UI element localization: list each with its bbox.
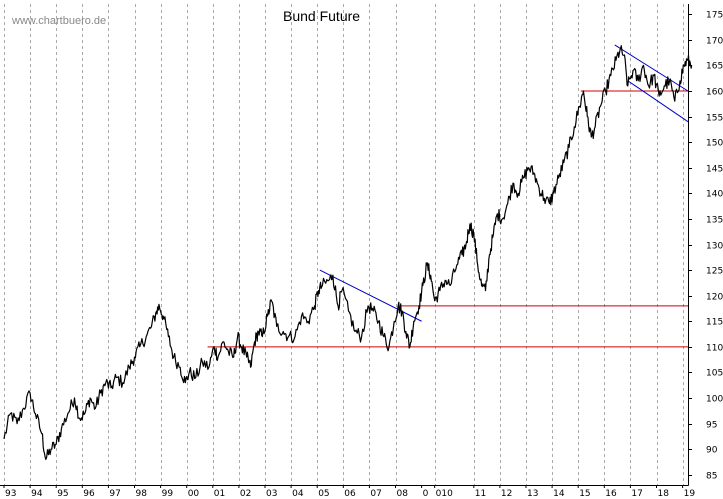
y-tick-label-85: 85 bbox=[706, 472, 717, 482]
x-tick-label-1: 94 bbox=[31, 489, 43, 499]
x-tick-label-23: 16 bbox=[605, 489, 617, 499]
annotation-lines bbox=[207, 44, 689, 348]
x-axis: 93 94 95 96 97 98 99 00 01 02 03 04 05 06 07 08 0 010 11 12… bbox=[3, 485, 696, 499]
y-tick-label-110: 110 bbox=[706, 344, 723, 354]
y-axis: 85 90 95 100 105 110 115 120 125 130 135 140 145 150 1… bbox=[688, 11, 723, 482]
x-tick-label-25: 18 bbox=[658, 489, 670, 499]
y-tick-label-105: 105 bbox=[706, 369, 723, 379]
x-tick-label-9: 02 bbox=[240, 489, 251, 499]
x-tick-label-13: 06 bbox=[344, 489, 356, 499]
y-tick-label-145: 145 bbox=[706, 165, 723, 175]
vertical-gridlines bbox=[4, 4, 684, 485]
x-tick-label-19: 12 bbox=[501, 489, 512, 499]
x-tick-label-20: 13 bbox=[527, 489, 538, 499]
x-tick-label-11: 04 bbox=[292, 489, 304, 499]
x-tick-label-24: 17 bbox=[631, 489, 642, 499]
x-tick-label-6: 99 bbox=[162, 489, 174, 499]
trend-line-4 bbox=[614, 44, 689, 92]
x-tick-label-5: 98 bbox=[136, 489, 148, 499]
y-tick-label-135: 135 bbox=[706, 216, 723, 226]
x-tick-label-7: 00 bbox=[188, 489, 200, 499]
y-tick-label-175: 175 bbox=[706, 11, 723, 21]
y-tick-label-165: 165 bbox=[706, 62, 723, 72]
x-tick-label-21: 14 bbox=[553, 489, 565, 499]
y-tick-label-170: 170 bbox=[706, 37, 723, 47]
x-tick-label-8: 01 bbox=[214, 489, 225, 499]
x-tick-label-26: 19 bbox=[684, 489, 696, 499]
y-tick-label-155: 155 bbox=[706, 114, 723, 124]
y-tick-label-125: 125 bbox=[706, 267, 723, 277]
y-tick-label-115: 115 bbox=[706, 318, 723, 328]
y-tick-label-95: 95 bbox=[706, 421, 717, 431]
x-tick-label-10: 03 bbox=[266, 489, 277, 499]
x-tick-label-16: 0 bbox=[423, 489, 429, 499]
y-tick-label-140: 140 bbox=[706, 190, 723, 200]
x-tick-label-17: 010 bbox=[436, 489, 453, 499]
x-tick-label-15: 08 bbox=[397, 489, 409, 499]
y-tick-label-150: 150 bbox=[706, 139, 723, 149]
x-tick-label-12: 05 bbox=[318, 489, 329, 499]
chart-frame bbox=[0, 4, 689, 486]
y-tick-label-160: 160 bbox=[706, 88, 723, 98]
trend-line-3 bbox=[319, 269, 422, 322]
x-tick-label-14: 07 bbox=[370, 489, 381, 499]
x-tick-label-18: 11 bbox=[475, 489, 486, 499]
source-label: www.chartbuero.de bbox=[11, 15, 106, 27]
chart-title: Bund Future bbox=[283, 8, 360, 24]
x-tick-label-0: 93 bbox=[5, 489, 16, 499]
y-tick-label-120: 120 bbox=[706, 293, 723, 303]
x-tick-label-4: 97 bbox=[109, 489, 120, 499]
y-tick-label-90: 90 bbox=[706, 446, 718, 456]
x-tick-label-3: 96 bbox=[83, 489, 95, 499]
trend-line-5 bbox=[627, 80, 689, 123]
x-tick-label-22: 15 bbox=[579, 489, 590, 499]
series-line-0 bbox=[3, 45, 693, 460]
price-series bbox=[3, 45, 693, 460]
x-tick-label-2: 95 bbox=[57, 489, 68, 499]
y-tick-label-100: 100 bbox=[706, 395, 723, 405]
y-tick-label-130: 130 bbox=[706, 242, 723, 252]
